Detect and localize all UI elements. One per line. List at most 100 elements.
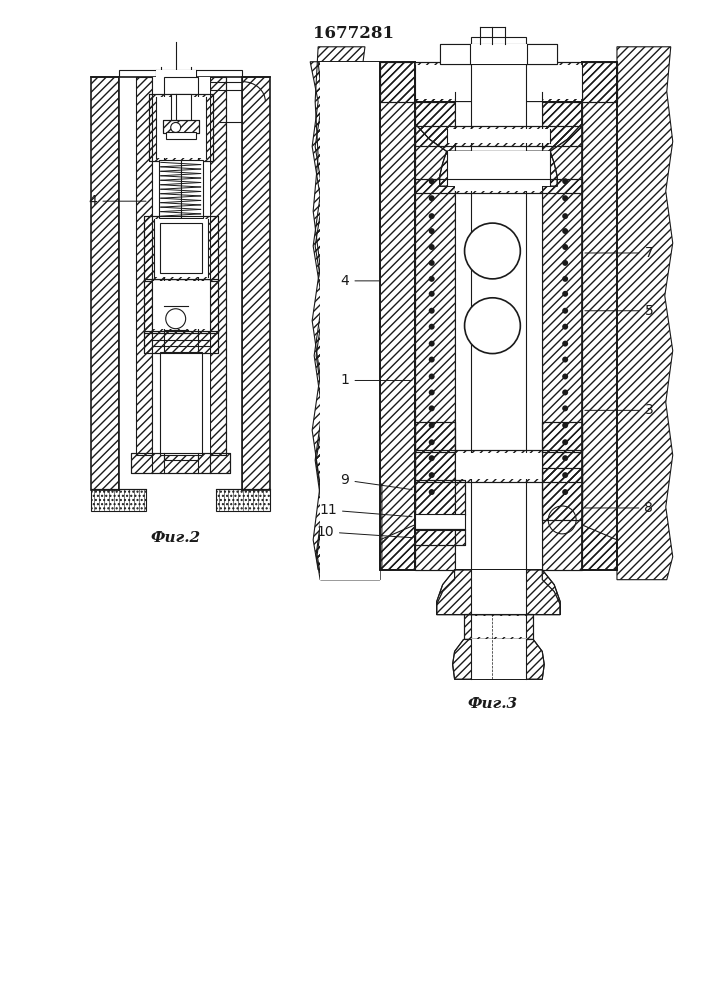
Circle shape [428,213,435,219]
Circle shape [428,228,435,234]
Bar [144,216,218,281]
Circle shape [428,276,435,282]
Bar [163,120,199,133]
Bar [415,450,582,482]
Bar [415,179,582,193]
Bar [163,120,199,133]
Bar [148,94,213,161]
Bar [542,468,582,520]
Circle shape [562,195,568,201]
Bar [91,489,146,511]
Text: 3: 3 [585,403,653,417]
Bar [415,62,582,570]
Bar [542,92,582,570]
Text: 1: 1 [341,373,412,387]
Circle shape [428,324,435,330]
Bar [542,92,582,570]
Bar [136,77,152,455]
Bar [216,489,270,511]
Bar [582,62,617,570]
Bar [415,92,455,570]
Bar [415,179,582,193]
Circle shape [562,260,568,266]
Bar [243,77,270,490]
Text: 5: 5 [585,304,653,318]
Bar [415,529,464,545]
Bar [380,62,415,570]
Bar [160,223,201,273]
Bar [542,468,582,520]
Circle shape [562,228,568,234]
Circle shape [562,324,568,330]
Bar [471,570,526,615]
Bar [471,639,526,679]
Bar [471,616,526,637]
Circle shape [428,439,435,445]
Circle shape [428,341,435,347]
Bar [440,44,557,64]
Bar [144,331,218,353]
Bar [320,62,380,580]
Bar [455,92,542,570]
Bar [152,281,209,329]
Bar [160,352,201,455]
Bar [447,151,550,186]
Circle shape [562,357,568,363]
Bar [170,94,191,120]
Circle shape [562,489,568,495]
Circle shape [562,291,568,297]
Bar [447,129,550,143]
Bar [542,422,582,452]
Bar [440,44,557,64]
Circle shape [562,276,568,282]
Bar [91,77,119,490]
Bar [154,219,208,277]
Bar [471,37,526,580]
Polygon shape [437,570,560,615]
Bar [542,422,582,452]
Bar [144,279,218,333]
Bar [415,422,455,452]
Bar [148,94,213,161]
Bar [144,331,218,353]
Bar [119,77,243,490]
Circle shape [464,298,520,354]
Bar [464,614,533,639]
Circle shape [562,244,568,250]
Text: 9: 9 [341,473,412,490]
Circle shape [428,489,435,495]
Bar [582,62,617,570]
Bar [380,62,617,102]
Circle shape [428,405,435,411]
Bar [156,70,196,82]
Text: 7: 7 [585,246,653,260]
Bar [415,422,455,452]
Bar [415,126,582,146]
Bar [415,92,455,570]
Circle shape [562,405,568,411]
Bar [119,70,243,82]
Bar [181,160,203,218]
Circle shape [170,122,181,132]
Text: 4: 4 [88,194,146,208]
Circle shape [428,195,435,201]
Circle shape [428,389,435,395]
Bar [209,77,226,455]
Text: 1677281: 1677281 [312,25,394,42]
Bar [415,450,582,482]
Bar [415,480,464,515]
Circle shape [428,422,435,428]
Circle shape [428,260,435,266]
Bar [455,453,542,479]
Circle shape [562,213,568,219]
Text: 8: 8 [585,501,653,515]
Circle shape [428,357,435,363]
Text: Фиг.2: Фиг.2 [151,531,201,545]
Text: 4: 4 [341,274,379,288]
Circle shape [562,373,568,379]
Bar [415,65,582,99]
Text: Фиг.3: Фиг.3 [467,697,518,711]
Circle shape [562,439,568,445]
Bar [156,97,206,158]
Bar [152,77,209,455]
